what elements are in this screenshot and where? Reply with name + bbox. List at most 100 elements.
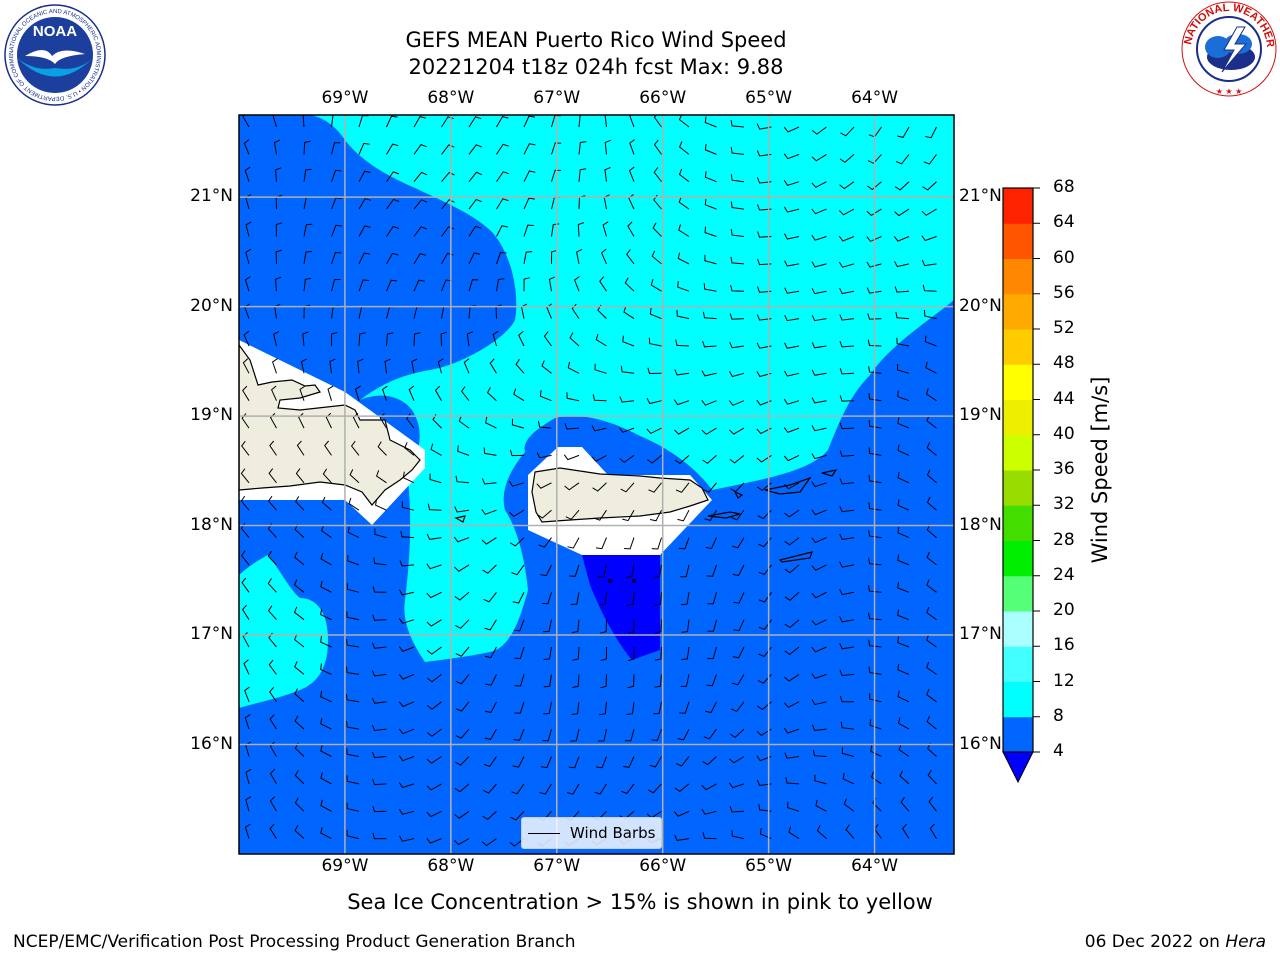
wind-barb <box>784 591 800 601</box>
wind-barb <box>811 425 827 432</box>
wind-barb <box>868 474 882 484</box>
wind-barb <box>551 249 558 264</box>
footer-branch: NCEP/EMC/Verification Post Processing Pr… <box>13 932 576 952</box>
wind-barb <box>371 697 387 704</box>
wind-barb <box>564 423 580 430</box>
wind-barb <box>925 361 937 374</box>
wind-barb <box>454 591 470 601</box>
wind-barb <box>538 421 552 429</box>
wind-barb <box>895 154 910 165</box>
wind-barb <box>731 674 745 686</box>
wind-barb <box>523 224 534 237</box>
wind-barb <box>647 455 662 464</box>
wind-barb <box>269 714 277 730</box>
wind-barb <box>653 115 662 128</box>
wind-barb <box>244 686 250 702</box>
wind-barb <box>925 388 937 402</box>
wind-barb <box>867 181 882 191</box>
wind-barb <box>838 235 855 242</box>
wind-barb <box>730 229 745 237</box>
colorbar-tick-label: 28 <box>1053 529 1075 550</box>
wind-barb <box>294 661 305 675</box>
wind-field-8-12-southwest <box>239 555 328 708</box>
wind-barb <box>677 509 690 522</box>
wind-barb <box>811 153 827 162</box>
wind-barb <box>624 537 635 550</box>
wind-barb <box>489 358 497 374</box>
wind-barb <box>372 778 387 786</box>
wind-barb <box>510 810 525 821</box>
wind-barb <box>897 663 910 675</box>
colorbar-segment <box>1003 399 1033 436</box>
wind-barb <box>653 564 662 578</box>
wind-barb <box>868 502 882 511</box>
wind-barb <box>352 413 360 429</box>
wind-barb <box>320 717 332 730</box>
wind-barb <box>654 646 662 661</box>
wind-barb <box>441 116 454 128</box>
wind-barb <box>358 198 371 210</box>
wind-barb <box>454 783 470 793</box>
wind-barb <box>350 440 360 456</box>
wind-barb <box>758 803 772 812</box>
wind-barb <box>729 455 745 464</box>
wind-barb <box>358 225 371 237</box>
wind-barb <box>680 674 690 687</box>
wind-barb <box>677 728 690 741</box>
wind-barb <box>681 646 690 661</box>
wind-barb <box>594 363 607 374</box>
wind-barb <box>566 783 580 795</box>
wind-barb <box>426 756 442 764</box>
wind-barb <box>924 309 937 320</box>
wind-barb <box>868 420 882 429</box>
wind-barb <box>599 276 607 292</box>
lon-label-bottom: 64°W <box>851 856 899 876</box>
wind-barb <box>626 701 635 715</box>
wind-barb <box>811 234 827 241</box>
lon-label-top: 68°W <box>427 88 475 108</box>
wind-barb <box>440 331 448 347</box>
wind-barb <box>604 167 611 182</box>
wind-barb <box>649 308 662 320</box>
wind-barb <box>481 509 497 515</box>
wind-barb <box>895 311 910 320</box>
wind-barb <box>268 468 277 484</box>
wind-barb <box>705 537 717 550</box>
wind-barb <box>294 824 305 839</box>
wind-barb <box>620 365 635 374</box>
wind-barb <box>546 303 552 319</box>
lat-label-right: 17°N <box>959 624 1002 645</box>
wind-barb <box>681 619 690 633</box>
wind-barb <box>839 669 855 677</box>
wind-barb <box>484 646 497 659</box>
wind-barb <box>513 619 525 632</box>
wind-barb <box>294 770 305 785</box>
wind-barb <box>729 756 745 764</box>
wind-barb <box>320 636 332 648</box>
colorbar-segment <box>1003 364 1033 400</box>
wind-barb <box>320 524 332 539</box>
wind-barb <box>839 478 855 485</box>
wind-barb <box>481 478 497 485</box>
wind-barb <box>756 755 772 762</box>
lat-label-left: 21°N <box>190 186 233 207</box>
wind-barb <box>675 756 690 767</box>
wind-barb <box>269 440 277 456</box>
wind-barb <box>897 526 910 539</box>
wind-barb <box>426 591 442 599</box>
wind-barb <box>866 208 882 217</box>
lon-label-bottom: 69°W <box>321 856 369 876</box>
wind-barb <box>756 779 772 786</box>
wind-barb <box>756 177 772 184</box>
wind-barb <box>866 236 882 242</box>
wind-barb <box>624 728 635 742</box>
wind-barb <box>404 442 415 456</box>
wind-barb <box>783 180 800 186</box>
wind-barb <box>811 673 827 679</box>
wind-barb <box>430 443 442 456</box>
wind-barb <box>701 808 717 815</box>
wind-barb <box>523 115 535 128</box>
wind-barb <box>896 363 910 374</box>
wind-barb <box>346 639 360 648</box>
wind-barb <box>242 385 250 401</box>
